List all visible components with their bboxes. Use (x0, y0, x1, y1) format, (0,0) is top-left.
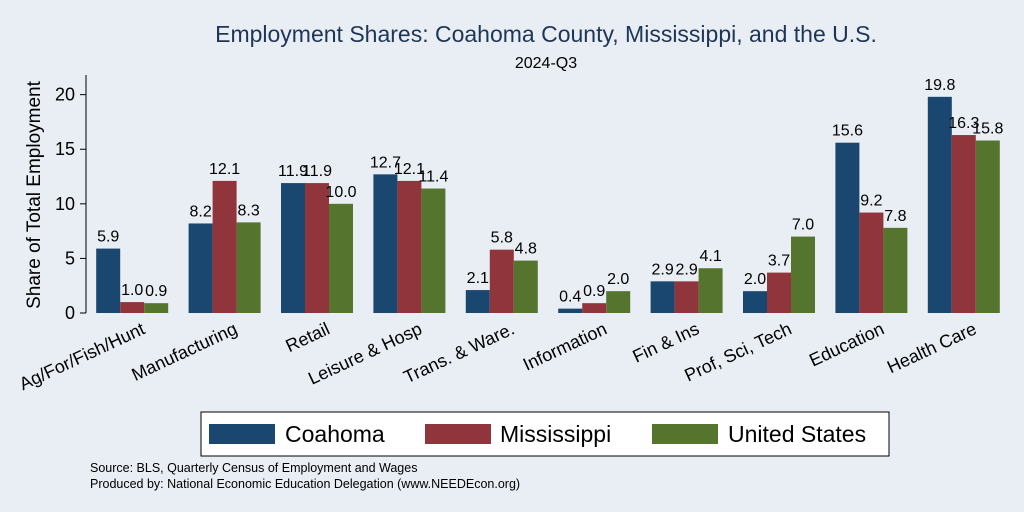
category-label: Education (806, 318, 887, 370)
chart-title: Employment Shares: Coahoma County, Missi… (215, 21, 877, 47)
legend-label-united-states: United States (728, 421, 866, 447)
data-label: 7.8 (884, 208, 906, 225)
bar (236, 222, 261, 313)
category-label: Ag/For/Fish/Hunt (16, 318, 148, 394)
data-label: 2.0 (744, 271, 766, 288)
data-label: 4.8 (515, 241, 537, 258)
data-label: 7.0 (792, 217, 814, 234)
data-labels: 5.91.0 0.98.212.18.311.911.910.012.712.11… (97, 77, 1003, 306)
data-label: 0.9 (145, 283, 167, 300)
y-tick-label: 15 (55, 139, 75, 159)
axes: 0 5 10 15 20 (55, 75, 87, 323)
data-label: 2.9 (675, 261, 697, 278)
category-label: Information (520, 318, 610, 374)
data-label: 11.9 (302, 163, 332, 180)
data-label: 9.2 (860, 193, 882, 210)
bar (188, 223, 213, 313)
y-tick-label: 5 (65, 248, 75, 268)
produced-by-note: Produced by: National Economic Education… (90, 477, 520, 491)
bars (96, 96, 1000, 313)
data-label: 15.8 (972, 121, 1003, 138)
bar (373, 174, 398, 313)
legend-label-mississippi: Mississippi (500, 421, 611, 447)
bar (397, 180, 422, 313)
bar (698, 268, 723, 313)
data-label: 11.9 (278, 163, 308, 180)
bar (513, 260, 538, 313)
legend-label-coahoma: Coahoma (285, 421, 385, 447)
data-label: 11.4 (418, 169, 448, 186)
bar (305, 183, 329, 313)
data-label: 12.1 (209, 161, 240, 178)
legend-swatch-coahoma (209, 424, 275, 444)
bar (743, 291, 767, 313)
y-axis-label: Share of Total Employment (24, 80, 45, 308)
y-tick-label: 0 (65, 303, 75, 323)
bar (859, 212, 884, 313)
data-label: 8.2 (189, 203, 211, 220)
y-tick-label: 20 (55, 85, 75, 105)
data-label: 1.0 (121, 282, 143, 299)
bar (489, 249, 514, 313)
bar (883, 227, 908, 313)
data-label: 10.0 (325, 184, 356, 201)
legend-box (200, 411, 890, 457)
bar (212, 180, 237, 313)
data-label: 0.4 (559, 289, 581, 306)
category-label: Manufacturing (128, 318, 240, 384)
bar (835, 142, 860, 313)
data-label: 15.6 (832, 123, 863, 140)
data-label: 16.3 (948, 115, 979, 132)
bar (465, 290, 490, 313)
bar (144, 303, 169, 313)
data-label: 5.9 (97, 229, 119, 246)
bar (927, 96, 952, 313)
category-label: Fin & Ins (629, 318, 702, 366)
bar (558, 308, 583, 313)
bar (767, 272, 791, 313)
bar (791, 236, 815, 313)
legend-swatch-united-states (652, 424, 718, 444)
chart-subtitle: 2024-Q3 (515, 55, 577, 72)
data-label: 2.9 (651, 261, 673, 278)
bar (975, 140, 1000, 313)
bar (421, 188, 446, 313)
y-tick-label: 10 (55, 194, 75, 214)
data-label: 0.9 (583, 283, 605, 300)
bar (951, 135, 976, 313)
source-note: Source: BLS, Quarterly Census of Employm… (90, 461, 417, 475)
bar (96, 248, 121, 313)
bar (674, 281, 699, 313)
bar (606, 291, 631, 313)
legend-swatch-mississippi (425, 424, 491, 444)
category-label: Health Care (884, 318, 980, 377)
data-label: 2.0 (607, 271, 629, 288)
bar (281, 183, 305, 313)
data-label: 5.8 (491, 230, 513, 247)
data-label: 4.1 (699, 248, 721, 265)
bar (582, 303, 607, 313)
bar (329, 203, 353, 313)
data-label: 12.7 (370, 154, 401, 171)
bar (650, 281, 675, 313)
bar (120, 302, 145, 313)
data-label: 3.7 (768, 253, 790, 270)
data-label: 12.1 (394, 161, 425, 178)
data-label: 8.3 (237, 202, 259, 219)
data-label: 2.1 (467, 270, 489, 287)
legend: Coahoma Mississippi United States (200, 411, 890, 457)
category-label: Retail (283, 318, 333, 356)
data-label: 19.8 (924, 77, 955, 94)
